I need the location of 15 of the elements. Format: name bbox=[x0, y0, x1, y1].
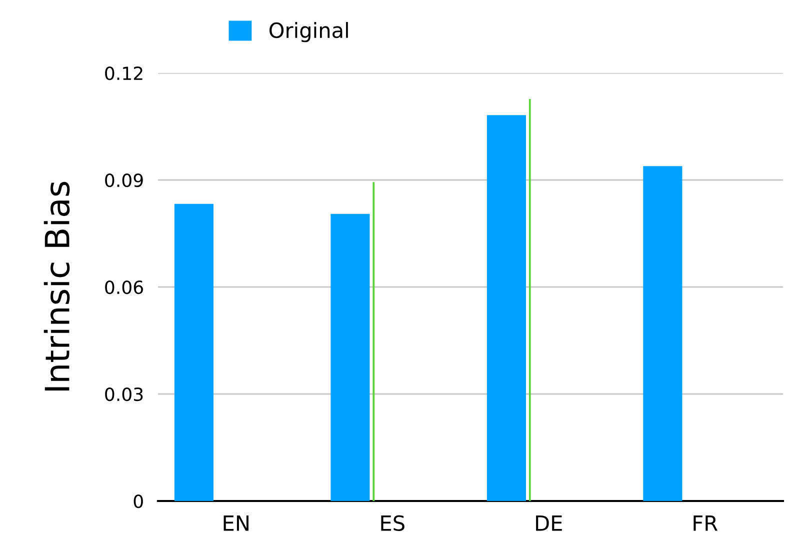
y-tick-label: 0.06 bbox=[105, 280, 143, 294]
x-tick-label: EN bbox=[224, 516, 248, 531]
x-tick-label: FR bbox=[694, 516, 718, 531]
bar bbox=[643, 166, 682, 501]
x-tick-label: DE bbox=[536, 516, 562, 531]
y-tick-label: 0.03 bbox=[105, 387, 143, 402]
x-tick-label: ES bbox=[381, 515, 404, 532]
bar bbox=[174, 204, 214, 501]
y-tick-label: 0.09 bbox=[105, 173, 143, 188]
y-tick-label: 0 bbox=[134, 494, 143, 508]
y-tick-label: 0.12 bbox=[105, 66, 142, 80]
bar bbox=[330, 214, 370, 501]
y-axis-title: Intrinsic Bias bbox=[44, 182, 70, 391]
legend-label: Original bbox=[270, 22, 348, 42]
bar bbox=[486, 115, 526, 501]
